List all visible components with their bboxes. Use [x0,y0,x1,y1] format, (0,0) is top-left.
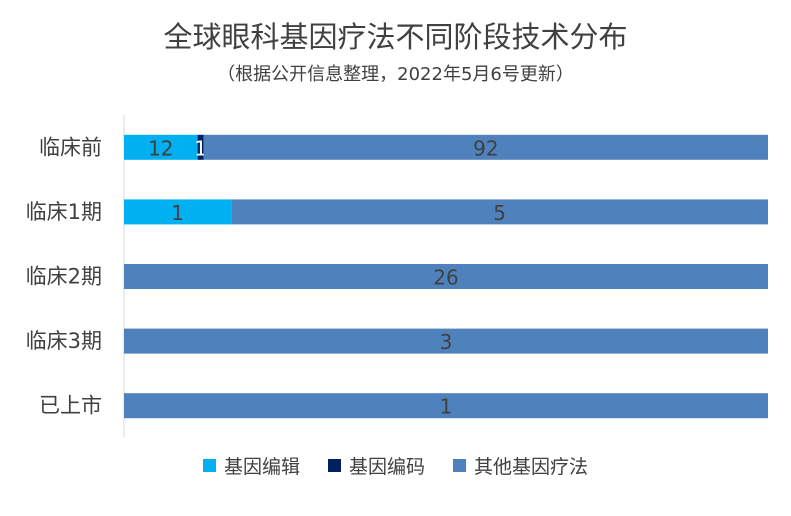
bar-segment [197,134,204,160]
chart-legend: 基因编辑 基因编码 其他基因疗法 [0,452,791,479]
legend-item: 基因编辑 [202,452,300,479]
category-label: 临床3期 [26,329,102,353]
bar-segment [124,199,232,225]
bar-segment [124,134,198,160]
legend-swatch [327,459,341,472]
bar-segment [124,264,768,289]
data-label: 92 [473,136,498,160]
legend-label: 基因编辑 [223,456,300,478]
data-label: 3 [440,330,453,354]
data-label: 1 [171,201,184,225]
data-label: 26 [433,266,458,290]
category-label: 临床1期 [26,200,102,224]
data-label: 5 [493,201,506,225]
chart-subtitle: （根据公开信息整理，2022年5月6号更新） [217,64,574,85]
chart-title: 全球眼科基因疗法不同阶段技术分布 [163,20,628,54]
bar-segment [231,199,769,225]
data-label: 1 [440,395,453,419]
category-label: 临床前 [39,135,102,159]
bar-segment [124,393,768,419]
category-label: 临床2期 [26,265,102,289]
legend-item: 其他基因疗法 [453,452,588,479]
legend-label: 基因编码 [348,456,425,478]
data-label: 12 [148,136,173,160]
legend-item: 基因编码 [327,452,425,479]
legend-label: 其他基因疗法 [474,456,589,478]
bar-segment [203,134,768,160]
legend-swatch [202,459,216,472]
bar-segment [124,328,768,354]
category-label: 已上市 [39,394,102,418]
legend-swatch [453,459,466,472]
